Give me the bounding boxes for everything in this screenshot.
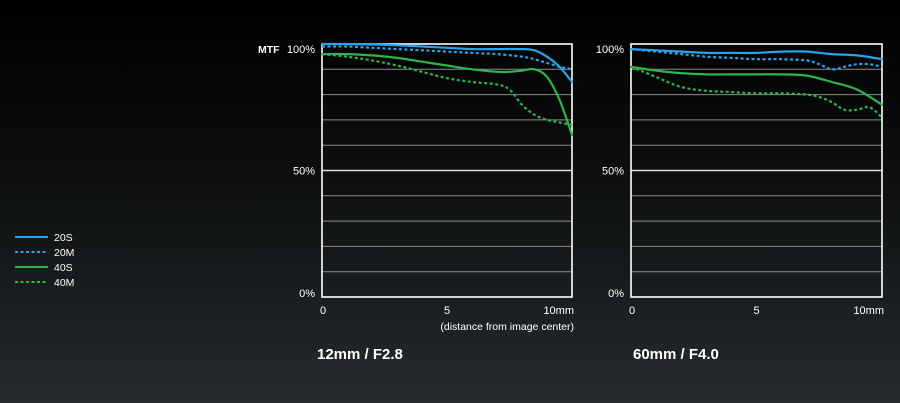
- plot-frame: [630, 43, 883, 298]
- y-tick-label: 100%: [596, 44, 624, 56]
- chart-caption: 12mm / F2.8: [317, 346, 403, 363]
- y-tick-label: 50%: [602, 166, 624, 178]
- x-tick-label: 10mm: [853, 305, 884, 317]
- plot-frame: [321, 43, 573, 298]
- x-tick-label: 5: [444, 305, 450, 317]
- legend-label: 40M: [54, 277, 74, 289]
- x-axis-label: (distance from image center): [440, 321, 574, 333]
- chart-12mm: 0% 50% 100% 0 5 10mm (distance from image cent…: [258, 42, 574, 363]
- legend-label: 20M: [54, 247, 74, 259]
- series-line-20s: [629, 48, 884, 61]
- chart-caption: 60mm / F4.0: [633, 346, 719, 363]
- y-tick-label: 50%: [293, 166, 315, 178]
- y-tick-label: 0%: [299, 288, 315, 300]
- legend-label: 20S: [54, 232, 73, 244]
- x-tick-label: 0: [629, 305, 635, 317]
- x-tick-label: 0: [320, 305, 326, 317]
- series-line-40s: [320, 52, 574, 137]
- series-line-20s: [320, 42, 574, 84]
- series-line-20m: [321, 45, 573, 71]
- y-tick-label: 0%: [608, 288, 624, 300]
- series-line-40m: [321, 53, 573, 127]
- y-tick-label: 100%: [287, 44, 315, 56]
- x-tick-label: 10mm: [543, 305, 574, 317]
- chart-60mm: 0% 50% 100% 0 5 10mm 60mm / F4.0: [596, 43, 884, 363]
- x-tick-label: 5: [753, 305, 759, 317]
- legend-label: 40S: [54, 262, 73, 274]
- series-line-40m: [630, 65, 883, 119]
- mtf-label: MTF: [258, 44, 280, 56]
- legend: 20S 20M 40S 40M: [15, 232, 74, 289]
- series-line-40s: [629, 65, 884, 106]
- series-line-20m: [630, 48, 883, 71]
